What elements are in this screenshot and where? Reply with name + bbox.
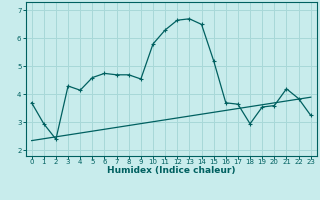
X-axis label: Humidex (Indice chaleur): Humidex (Indice chaleur) <box>107 166 236 175</box>
